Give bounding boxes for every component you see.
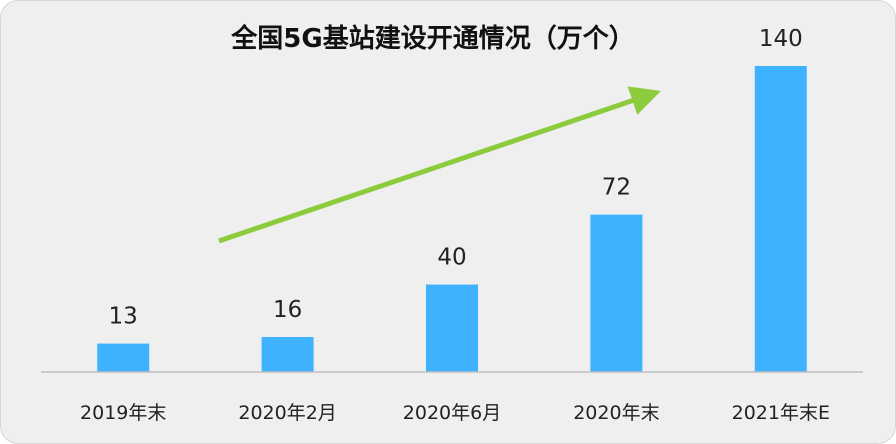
data-label-1: 16	[273, 297, 302, 323]
category-label-2: 2020年6月	[403, 402, 501, 424]
data-label-2: 40	[437, 245, 466, 271]
data-label-4: 140	[759, 26, 803, 52]
category-label-4: 2021年末E	[732, 402, 830, 424]
bar-2	[426, 284, 478, 372]
trend-arrow	[218, 86, 661, 244]
bar-3	[590, 214, 643, 372]
chart-title: 全国5G基站建设开通情况（万个）	[230, 23, 634, 54]
data-label-3: 72	[602, 175, 631, 201]
bar-0	[97, 343, 150, 372]
data-label-0: 13	[109, 304, 138, 330]
category-label-3: 2020年末	[573, 402, 659, 424]
bar-group: 13 2019年末 16 2020年2月 40 2020年6月 72 2020年末 140 202…	[80, 26, 830, 424]
category-label-0: 2019年末	[80, 402, 166, 424]
category-label-1: 2020年2月	[238, 402, 336, 424]
bar-4	[754, 66, 807, 372]
bar-1	[261, 337, 314, 372]
